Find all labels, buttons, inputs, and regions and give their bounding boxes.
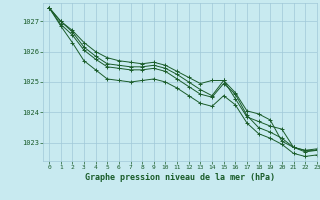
X-axis label: Graphe pression niveau de la mer (hPa): Graphe pression niveau de la mer (hPa) bbox=[85, 173, 275, 182]
